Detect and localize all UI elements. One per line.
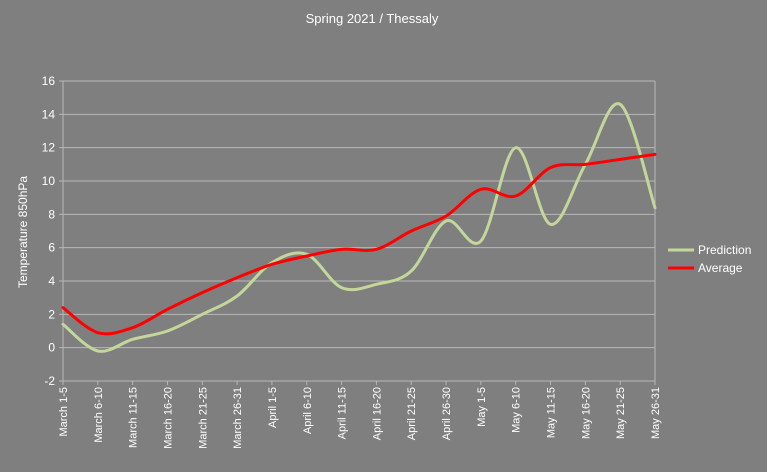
y-tick-label: 8 [48, 207, 55, 221]
x-tick-label: May 6-10 [511, 387, 523, 433]
series-line-prediction [61, 102, 657, 353]
x-tick-label: March 26-31 [232, 387, 244, 449]
y-tick-label: 10 [42, 174, 56, 188]
x-tick-label: March 16-20 [162, 387, 174, 449]
y-tick-label: 14 [42, 107, 56, 121]
legend-label-average: Average [698, 261, 743, 275]
y-tick-label: 0 [48, 341, 55, 355]
y-tick-label: 6 [48, 241, 55, 255]
x-tick-label: April 6-10 [302, 387, 314, 434]
x-tick-label: April 11-15 [337, 387, 349, 439]
x-tick-label: May 1-5 [476, 387, 488, 427]
axes [62, 81, 656, 381]
y-tick-labels: -2 0 2 4 6 8 10 12 14 16 [42, 74, 56, 388]
legend-label-prediction: Prediction [698, 243, 751, 257]
gridlines [59, 80, 656, 385]
x-tick-label: May 21-25 [615, 387, 627, 439]
x-tick-labels: March 1-5 March 6-10 March 11-15 March 16-2… [58, 387, 662, 449]
y-tick-label: 12 [42, 141, 56, 155]
x-tick-label: April 16-20 [371, 387, 383, 440]
x-tick-label: March 1-5 [58, 387, 70, 437]
y-tick-label: 4 [48, 274, 55, 288]
x-tick-label: March 21-25 [197, 387, 209, 449]
legend: Prediction Average [668, 243, 751, 275]
x-tick-label: April 21-25 [406, 387, 418, 440]
y-tick-label: 16 [42, 74, 56, 88]
x-tick-label: May 26-31 [650, 387, 662, 439]
y-axis-label: Temperature 850hPa [16, 176, 30, 288]
series-line-average [61, 152, 657, 336]
x-tick-label: April 1-5 [267, 387, 279, 428]
x-tick-label: March 11-15 [128, 387, 140, 448]
x-tick-label: April 26-30 [441, 387, 453, 440]
y-tick-label: 2 [48, 307, 55, 321]
x-tick-label: May 16-20 [580, 387, 592, 439]
series-lines [61, 102, 657, 353]
x-tick-label: March 6-10 [93, 387, 105, 443]
chart-title: Spring 2021 / Thessaly [306, 11, 439, 26]
x-tick-label: May 11-15 [546, 387, 558, 438]
y-tick-label: -2 [44, 374, 55, 388]
